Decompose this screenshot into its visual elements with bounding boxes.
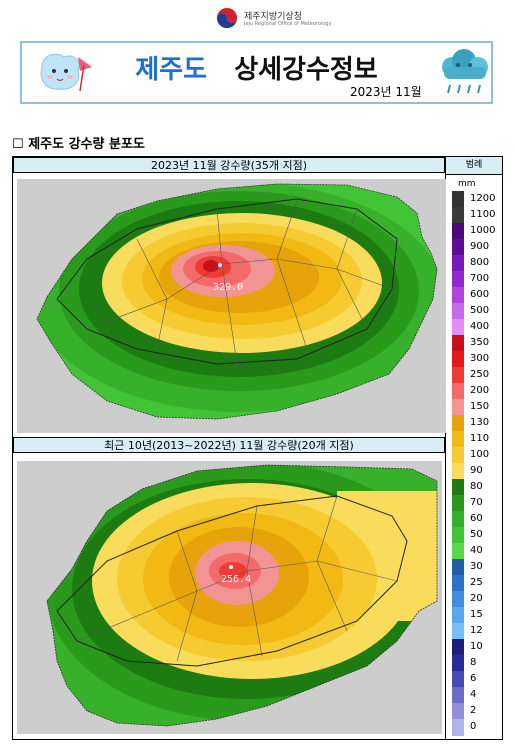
legend-swatch (452, 223, 464, 240)
section-title-text: 제주도 강수량 분포도 (28, 137, 145, 152)
section-title: ☐ 제주도 강수량 분포도 (12, 133, 145, 152)
page-title: 제주도 상세강수정보 (22, 49, 491, 86)
legend-label: 8 (470, 657, 477, 668)
legend-swatch (452, 703, 464, 720)
agency-name-en: Jeju Regional Office of Meteorology (244, 21, 332, 27)
legend-swatch (452, 527, 464, 544)
map-frame (12, 156, 503, 740)
legend-label: 80 (470, 481, 483, 492)
legend-swatch (452, 303, 464, 320)
legend-swatch (452, 367, 464, 384)
rainfall-map-2023: 329.0 (17, 179, 446, 433)
legend-label: 2 (470, 705, 477, 716)
legend-swatch (452, 255, 464, 272)
legend-unit: mm (458, 179, 476, 189)
rainfall-map-normal: 256.4 (17, 461, 442, 734)
legend-swatch (452, 383, 464, 400)
legend-label: 25 (470, 577, 483, 588)
legend-swatch (452, 623, 464, 640)
legend-label: 800 (470, 257, 490, 268)
legend-swatch (452, 351, 464, 368)
legend-label: 1100 (470, 209, 496, 220)
agency-name: 제주지방기상청 (244, 12, 302, 22)
legend-swatch (452, 191, 464, 208)
panel-2-header: 최근 10년(2013~2022년) 11월 강수량(20개 지점) (13, 437, 445, 453)
legend-swatch (452, 319, 464, 336)
checkbox-marker-icon: ☐ (12, 137, 24, 152)
legend-label: 130 (470, 417, 490, 428)
legend-label: 150 (470, 401, 490, 412)
legend-swatch (452, 543, 464, 560)
legend-swatch (452, 415, 464, 432)
legend-label: 700 (470, 273, 490, 284)
title-banner: 제주도 상세강수정보 2023년 11월 (20, 41, 493, 104)
legend-swatch (452, 399, 464, 416)
legend-swatch (452, 655, 464, 672)
legend-label: 6 (470, 673, 477, 684)
legend-label: 1200 (470, 193, 496, 204)
legend-swatch (452, 287, 464, 304)
mascot-umbrella-icon (40, 53, 92, 92)
legend-swatch (452, 239, 464, 256)
legend-swatch (452, 495, 464, 512)
legend-label: 500 (470, 305, 490, 316)
legend-swatch (452, 719, 464, 736)
legend-label: 10 (470, 641, 483, 652)
legend-swatch (452, 207, 464, 224)
legend-swatch (452, 607, 464, 624)
legend-swatch (452, 463, 464, 480)
legend-swatch (452, 511, 464, 528)
legend-divider (445, 157, 446, 739)
legend-label: 1000 (470, 225, 496, 236)
legend-label: 60 (470, 513, 483, 524)
legend-swatch (452, 591, 464, 608)
legend-swatch (452, 431, 464, 448)
page-title-region: 제주도 (135, 55, 208, 85)
legend-label: 90 (470, 465, 483, 476)
legend-swatch (452, 335, 464, 352)
legend-title: 범례 (446, 157, 502, 175)
legend-label: 40 (470, 545, 483, 556)
legend-label: 100 (470, 449, 490, 460)
report-date: 2023년 11월 (350, 85, 422, 99)
legend-swatch (452, 447, 464, 464)
agency-header: 제주지방기상청 Jeju Regional Office of Meteorol… (0, 5, 514, 31)
legend-swatch (452, 575, 464, 592)
panel-1-header: 2023년 11월 강수량(35개 지점) (13, 157, 445, 173)
legend-swatch (452, 271, 464, 288)
panel-2-max-label: 256.4 (221, 574, 251, 585)
legend-label: 30 (470, 561, 483, 572)
legend-label: 110 (470, 433, 490, 444)
legend-label: 50 (470, 529, 483, 540)
legend-swatch (452, 559, 464, 576)
legend-label: 250 (470, 369, 490, 380)
rain-cloud-icon (442, 49, 488, 94)
legend-label: 15 (470, 609, 483, 620)
legend-swatch (452, 639, 464, 656)
legend-label: 400 (470, 321, 490, 332)
legend-label: 900 (470, 241, 490, 252)
panel-1-max-label: 329.0 (213, 282, 243, 293)
legend-swatch (452, 479, 464, 496)
legend-label: 20 (470, 593, 483, 604)
legend-label: 200 (470, 385, 490, 396)
legend-swatch (452, 687, 464, 704)
page-title-main: 상세강수정보 (234, 55, 378, 85)
legend-color-bar (452, 191, 464, 736)
legend-label: 70 (470, 497, 483, 508)
taegeuk-logo-icon (216, 7, 238, 29)
legend-label: 600 (470, 289, 490, 300)
legend-label: 0 (470, 721, 477, 732)
legend-swatch (452, 671, 464, 688)
legend-label: 350 (470, 337, 490, 348)
legend-label: 4 (470, 689, 477, 700)
legend-label: 12 (470, 625, 483, 636)
legend-label: 300 (470, 353, 490, 364)
